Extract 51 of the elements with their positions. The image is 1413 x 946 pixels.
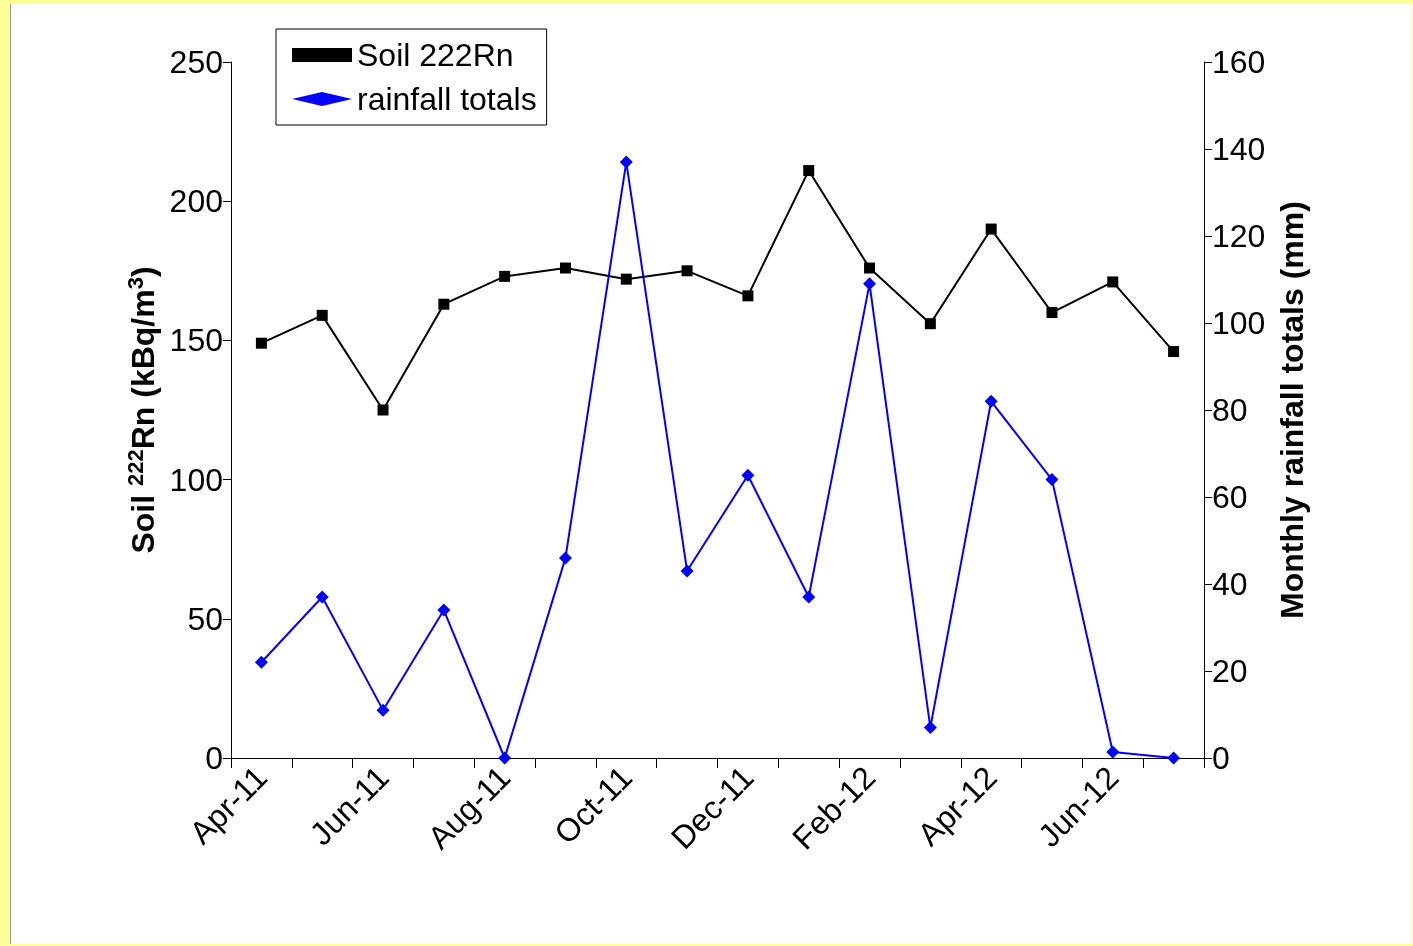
point (1107, 276, 1119, 288)
y2-tick-label: 80 (1212, 392, 1248, 428)
point (255, 337, 267, 349)
point (923, 721, 937, 735)
point (984, 394, 998, 408)
y2-tick-label: 120 (1212, 218, 1266, 254)
point (741, 468, 755, 482)
point (498, 751, 512, 765)
point (803, 165, 815, 177)
y-tick-label: 150 (169, 322, 223, 359)
legend-label: Soil 222Rn (357, 37, 514, 73)
point (438, 298, 450, 310)
y2-tick-label: 60 (1212, 479, 1248, 515)
y-tick-label: 200 (169, 183, 223, 220)
legend-label: rainfall totals (357, 81, 537, 117)
y-axis-title: Soil 222Rn (kBq/m3) (123, 266, 161, 554)
point (619, 155, 633, 169)
point (254, 655, 268, 669)
point (802, 590, 816, 604)
y2-tick-label: 160 (1212, 44, 1266, 80)
point (316, 309, 328, 321)
point (315, 590, 329, 604)
point (1106, 745, 1120, 759)
point (985, 223, 997, 235)
point (376, 703, 390, 717)
point (864, 262, 876, 274)
y-tick-label: 0 (205, 740, 223, 776)
y-tick-label: 50 (187, 600, 223, 637)
point (680, 564, 694, 578)
y2-tick-label: 40 (1212, 566, 1248, 602)
y2-tick-label: 0 (1212, 740, 1230, 776)
y2-tick-label: 20 (1212, 653, 1248, 689)
point (377, 404, 389, 416)
y-tick-label: 250 (169, 44, 223, 80)
point (499, 270, 511, 282)
point (1046, 307, 1058, 319)
point (1168, 346, 1180, 358)
y2-axis-title: Monthly rainfall totals (mm) (1274, 201, 1311, 619)
y2-tick-label: 100 (1212, 305, 1266, 341)
point (742, 290, 754, 302)
y-tick-label: 100 (169, 461, 223, 498)
point (681, 265, 693, 277)
point (1167, 751, 1181, 765)
point (558, 551, 572, 565)
point (437, 603, 451, 617)
point (620, 273, 632, 285)
point (924, 318, 936, 330)
point (1045, 473, 1059, 487)
point (559, 262, 571, 274)
point (863, 277, 877, 291)
y2-tick-label: 140 (1212, 131, 1266, 167)
